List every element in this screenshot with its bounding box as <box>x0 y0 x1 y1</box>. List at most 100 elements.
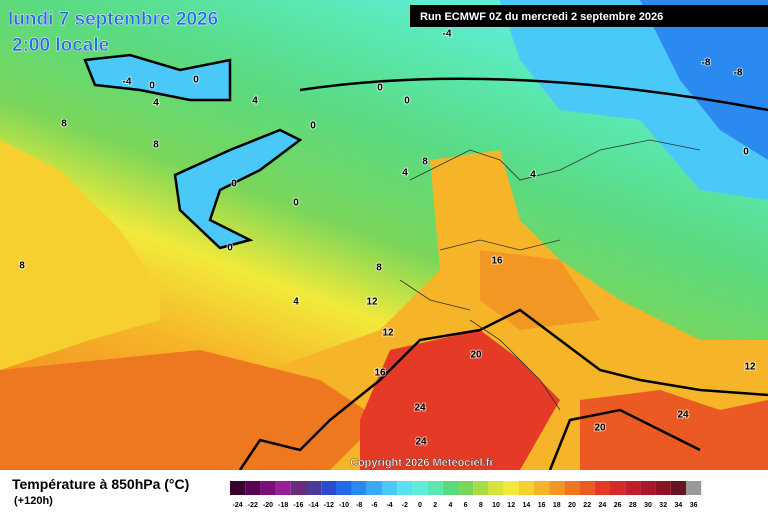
scale-tick-label: -6 <box>371 502 377 509</box>
contour-label: 20 <box>594 423 606 434</box>
scale-swatch <box>625 481 641 495</box>
scale-swatch <box>655 481 671 495</box>
scale-swatch <box>397 481 413 495</box>
lead-time: (+120h) <box>14 495 53 507</box>
contour-label: 4 <box>153 98 159 109</box>
scale-tick-label: -10 <box>339 502 349 509</box>
scale-tick-label: 24 <box>599 502 607 509</box>
scale-swatch <box>594 481 610 495</box>
scale-tick-label: -20 <box>263 502 273 509</box>
contour-label: 0 <box>149 81 155 92</box>
scale-swatch <box>230 481 246 495</box>
map-area: -4 -8 -8 -4 0 0 4 4 0 0 0 8 8 8 4 4 0 0 0 0 8 16 8 4 12 12 20 12 16 2… <box>0 0 768 471</box>
date-title: lundi 7 septembre 2026 <box>8 9 218 30</box>
contour-label: 8 <box>422 157 428 168</box>
scale-swatch <box>640 481 656 495</box>
contour-label: 4 <box>293 297 299 308</box>
scale-tick-label: -18 <box>278 502 288 509</box>
scale-tick-label: -2 <box>402 502 408 509</box>
contour-label: 0 <box>227 243 233 254</box>
scale-swatch <box>518 481 534 495</box>
scale-swatch <box>686 481 702 495</box>
contour-label: 4 <box>402 168 408 179</box>
cold-pocket <box>175 130 300 248</box>
contour-label: 0 <box>293 198 299 209</box>
scale-tick-label: 22 <box>583 502 591 509</box>
scale-swatch <box>503 481 519 495</box>
scale-tick-label: -12 <box>324 502 334 509</box>
scale-tick-label: -14 <box>309 502 319 509</box>
scale-swatch <box>564 481 580 495</box>
hot-region <box>0 350 380 470</box>
warm-region <box>0 140 160 370</box>
contour-label: -4 <box>443 29 452 40</box>
contour-label: 8 <box>376 263 382 274</box>
copyright: Copyright 2026 Meteociel.fr <box>350 457 494 469</box>
scale-swatch <box>670 481 686 495</box>
contour-label: 16 <box>491 256 503 267</box>
contour-label: 0 <box>377 83 383 94</box>
scale-swatch <box>534 481 550 495</box>
contour-label: 12 <box>744 362 756 373</box>
hot-region <box>580 390 768 470</box>
contour-label: 8 <box>19 261 25 272</box>
scale-swatch <box>579 481 595 495</box>
scale-tick-label: 30 <box>644 502 652 509</box>
contour-label: 8 <box>153 140 159 151</box>
time-subtitle: 2:00 locale <box>12 35 109 56</box>
contour-labels: -4 -8 -8 -4 0 0 4 4 0 0 0 8 8 8 4 4 0 0 0 0 8 16 8 4 12 12 20 12 16 2… <box>18 28 757 449</box>
scale-tick-label: 34 <box>675 502 683 509</box>
contour-label: 0 <box>404 96 410 107</box>
scale-tick-label: 28 <box>629 502 637 509</box>
very-cold-region <box>640 0 768 160</box>
run-info: Run ECMWF 0Z du mercredi 2 septembre 202… <box>420 11 663 23</box>
contour-label: 24 <box>415 437 427 448</box>
scale-tick-label: 4 <box>448 502 452 509</box>
contour-line <box>83 53 768 471</box>
contour-label: 0 <box>193 75 199 86</box>
contour-label: -8 <box>734 68 743 79</box>
scale-tick-label: 12 <box>507 502 515 509</box>
contour-label: 0 <box>310 121 316 132</box>
coastline <box>399 139 701 411</box>
run-banner <box>410 5 768 27</box>
scale-tick-label: 14 <box>523 502 531 509</box>
scale-swatch <box>321 481 337 495</box>
scale-tick-label: 10 <box>492 502 500 509</box>
color-scale: -24 -22 -20 -18 -16 -14 -12 -10 -8 -6 -4 -2 0 2 4 6 8 10 1… <box>230 481 702 509</box>
scale-tick-label: 20 <box>568 502 576 509</box>
contour-label: 12 <box>382 328 394 339</box>
hot-region <box>360 330 560 470</box>
scale-swatch <box>412 481 428 495</box>
contour-label: 8 <box>61 119 67 130</box>
scale-tick-label: -8 <box>356 502 362 509</box>
scale-swatch <box>336 481 352 495</box>
legend-title: Température à 850hPa (°C) <box>12 476 189 492</box>
scale-swatch <box>610 481 626 495</box>
cold-pocket <box>85 55 230 100</box>
contour-label: 0 <box>231 179 237 190</box>
scale-swatch <box>427 481 443 495</box>
contour-label: -4 <box>123 77 132 88</box>
scale-swatch <box>442 481 458 495</box>
scale-tick-label: 32 <box>659 502 667 509</box>
scale-tick-label: 2 <box>433 502 437 509</box>
scale-swatch <box>260 481 276 495</box>
scale-swatch <box>290 481 306 495</box>
scale-tick-label: -24 <box>233 502 243 509</box>
contour-label: 24 <box>414 403 426 414</box>
scale-tick-label: -16 <box>293 502 303 509</box>
scale-swatch <box>549 481 565 495</box>
scale-tick-label: 6 <box>464 502 468 509</box>
contour-label: 12 <box>366 297 378 308</box>
scale-swatch <box>366 481 382 495</box>
scale-tick-label: -22 <box>248 502 258 509</box>
scale-swatch <box>382 481 398 495</box>
contour-label: 0 <box>743 147 749 158</box>
contour-label: 24 <box>677 410 689 421</box>
scale-tick-label: 26 <box>614 502 622 509</box>
scale-swatch <box>488 481 504 495</box>
scale-tick-label: 16 <box>538 502 546 509</box>
scale-tick-label: 36 <box>690 502 698 509</box>
